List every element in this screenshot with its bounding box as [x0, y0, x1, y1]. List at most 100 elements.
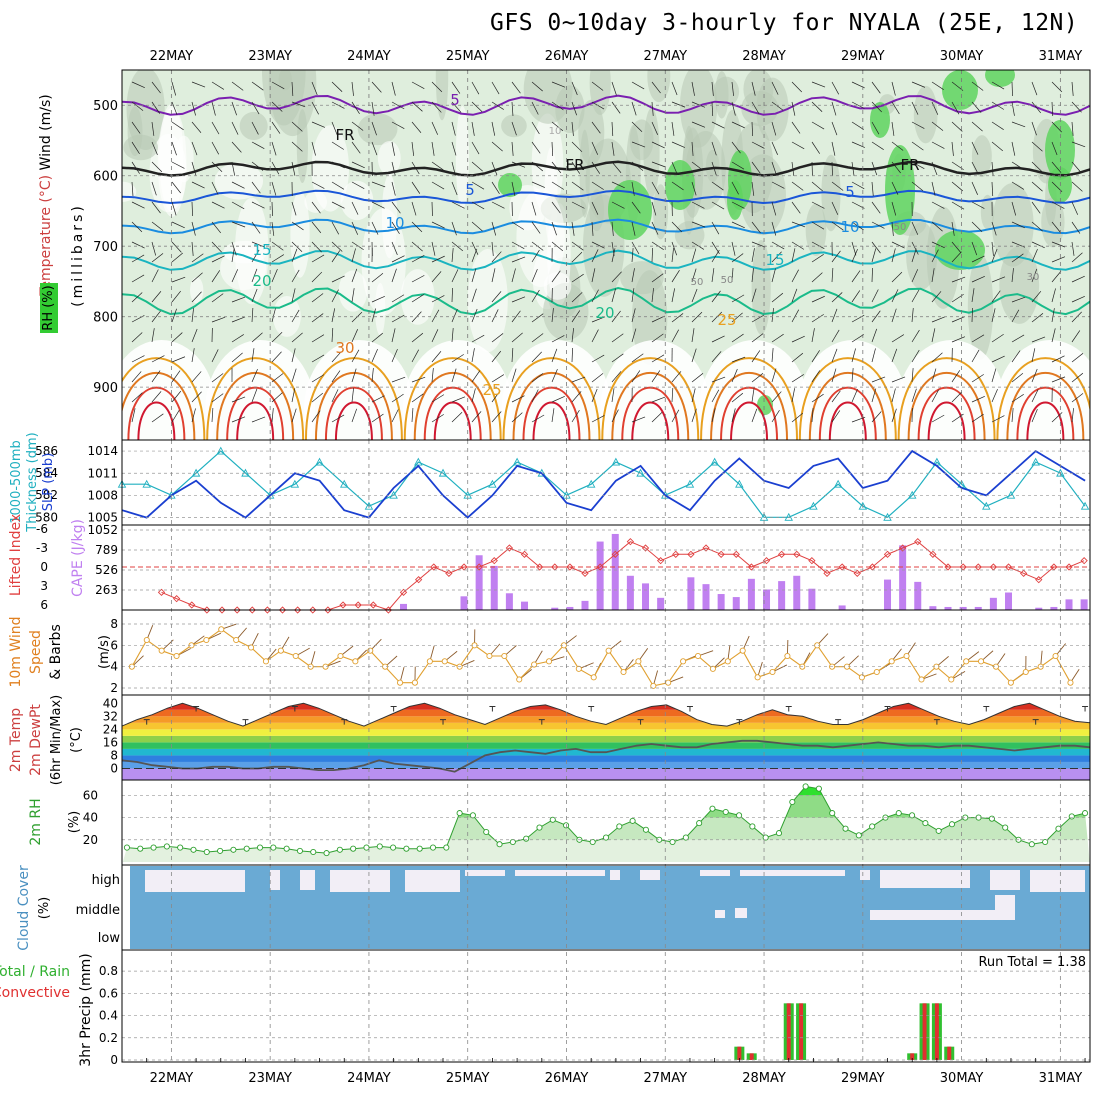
wind-barb	[531, 201, 537, 216]
rh-line-point	[416, 845, 423, 852]
contour-freezing	[122, 160, 1090, 177]
wind-barb	[831, 141, 836, 156]
wind-barb	[311, 241, 322, 253]
cape-bar	[914, 581, 922, 610]
wind-barb	[631, 268, 635, 283]
wind-barb	[971, 141, 979, 155]
rh-line-point	[935, 827, 942, 834]
wind-barb	[491, 81, 500, 95]
rh-line-point	[549, 816, 556, 823]
wind-barb	[471, 388, 476, 403]
wind-barb	[1031, 389, 1039, 403]
wind-barb	[931, 268, 935, 283]
warm-contour	[532, 401, 571, 440]
pressure-axis-label: (millibars)	[70, 203, 86, 307]
wind-barb	[711, 351, 722, 363]
wind-speed-line-point	[620, 668, 627, 676]
cloud-clear-middle	[870, 910, 1010, 920]
wind-barb	[791, 374, 804, 383]
wind-barb	[691, 248, 697, 263]
wind-barb	[131, 81, 145, 89]
rh-shade	[967, 254, 994, 360]
wind-barb	[931, 81, 944, 90]
wind-barb	[331, 389, 339, 403]
rh-line-point	[429, 844, 437, 851]
wind-barb	[891, 348, 898, 363]
wind-barb	[151, 328, 155, 343]
contour-label: FR	[335, 126, 354, 144]
wind-barb	[691, 141, 694, 156]
lifted-index-line-point	[1004, 563, 1013, 571]
wind-barb	[651, 396, 666, 403]
wind-barb	[231, 161, 236, 176]
wind-barb	[331, 81, 343, 92]
wind-barb	[191, 241, 194, 256]
wind-speed-line-point	[873, 668, 880, 676]
wind-barb	[631, 241, 640, 255]
wind-barb	[311, 374, 325, 383]
wind-barb	[951, 201, 965, 210]
wind-barb	[211, 181, 219, 195]
wind-barb	[451, 368, 457, 383]
wind-barb	[651, 161, 666, 168]
wind-speed-line-point	[396, 679, 404, 686]
rh-shade	[381, 174, 398, 259]
wind-barb	[1051, 121, 1062, 133]
date-label-top: 31MAY	[1039, 49, 1083, 64]
contour-20	[122, 286, 1090, 316]
temp-axis-label-c: (6hr Min/Max)	[49, 695, 64, 785]
wind-barb	[671, 161, 678, 176]
contour-label: 50	[721, 275, 734, 286]
date-label-top: 28MAY	[742, 49, 786, 64]
wind-barb	[671, 181, 684, 191]
wind-barb	[131, 101, 144, 111]
cape-bar	[611, 533, 619, 610]
wind-barb	[491, 141, 503, 152]
cape-tick: 1052	[87, 523, 118, 537]
rh-line-point	[669, 838, 676, 846]
thickness-line-point	[883, 512, 892, 521]
wind-barb	[391, 393, 404, 403]
wind-barb	[751, 248, 755, 263]
wind-barb	[451, 241, 464, 252]
lifted-index-line-point	[445, 569, 453, 577]
wind-barb	[611, 271, 622, 283]
wind-barb	[371, 395, 385, 403]
wind-speed-line-point	[650, 682, 657, 689]
wind-barb	[1051, 376, 1066, 383]
wind-barb	[371, 181, 386, 188]
wind-barb	[591, 221, 594, 236]
wind-barb	[131, 355, 145, 363]
wind-barb	[451, 354, 464, 363]
wind-barb	[391, 121, 405, 129]
lifted-index-line-point	[354, 601, 362, 609]
lifted-index-line-point	[535, 563, 544, 571]
thickness-line-point	[784, 512, 793, 521]
precip-tick: 0.6	[99, 986, 118, 1000]
wind-barb	[951, 221, 955, 236]
rh-line-point	[163, 843, 170, 850]
wind-barb	[651, 121, 658, 135]
temp-band	[122, 703, 1090, 710]
wind-barb	[931, 316, 946, 323]
wind-barb	[211, 293, 224, 303]
wind-barb	[831, 368, 837, 383]
wind-barb	[191, 371, 202, 383]
rh-line-point	[682, 834, 689, 841]
wind-barb	[831, 329, 840, 343]
rh-line-point	[789, 798, 796, 806]
wind-barb	[911, 368, 914, 383]
wind-barb	[191, 141, 198, 156]
contour-label: 20	[595, 304, 614, 322]
wind-barb	[151, 391, 162, 403]
wind-barb	[491, 161, 498, 176]
wind-barb	[811, 408, 814, 423]
wind-barb	[411, 408, 414, 423]
wind-barb	[831, 268, 834, 283]
wind-barb	[431, 255, 445, 263]
wind-barb	[1031, 348, 1036, 363]
wind-barb	[831, 161, 833, 177]
wind-barb	[571, 181, 584, 191]
wind-barb	[431, 271, 442, 283]
wind-barb	[411, 275, 425, 283]
